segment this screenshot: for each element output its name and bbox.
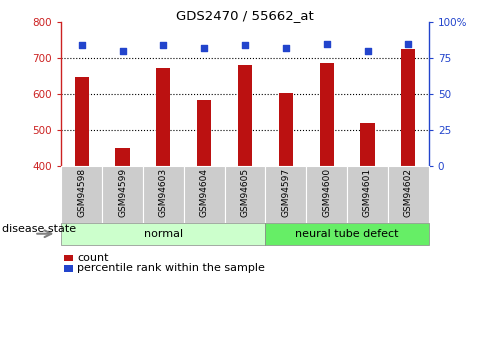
Text: GSM94605: GSM94605: [241, 168, 249, 217]
Text: normal: normal: [144, 229, 183, 239]
Bar: [401, 49, 416, 166]
Bar: [279, 93, 293, 166]
Bar: [156, 68, 171, 166]
Text: GSM94597: GSM94597: [281, 168, 291, 217]
Text: GSM94603: GSM94603: [159, 168, 168, 217]
Bar: [197, 100, 211, 166]
Bar: [319, 63, 334, 166]
Bar: [238, 65, 252, 166]
Point: [323, 41, 331, 47]
Text: GSM94602: GSM94602: [404, 168, 413, 217]
Text: percentile rank within the sample: percentile rank within the sample: [77, 264, 265, 273]
Text: neural tube defect: neural tube defect: [295, 229, 399, 239]
Text: GSM94598: GSM94598: [77, 168, 86, 217]
Text: count: count: [77, 253, 109, 263]
Text: GSM94599: GSM94599: [118, 168, 127, 217]
Point: [241, 42, 249, 48]
Point: [282, 46, 290, 51]
Point: [159, 42, 167, 48]
Bar: [360, 123, 375, 166]
Text: GDS2470 / 55662_at: GDS2470 / 55662_at: [176, 9, 314, 22]
Text: GSM94601: GSM94601: [363, 168, 372, 217]
Text: disease state: disease state: [2, 224, 76, 234]
Point: [404, 41, 412, 47]
Point: [119, 48, 126, 54]
Text: GSM94600: GSM94600: [322, 168, 331, 217]
Point: [364, 48, 371, 54]
Bar: [115, 148, 130, 166]
Bar: [74, 77, 89, 166]
Point: [200, 46, 208, 51]
Point: [78, 42, 86, 48]
Text: GSM94604: GSM94604: [199, 168, 209, 217]
